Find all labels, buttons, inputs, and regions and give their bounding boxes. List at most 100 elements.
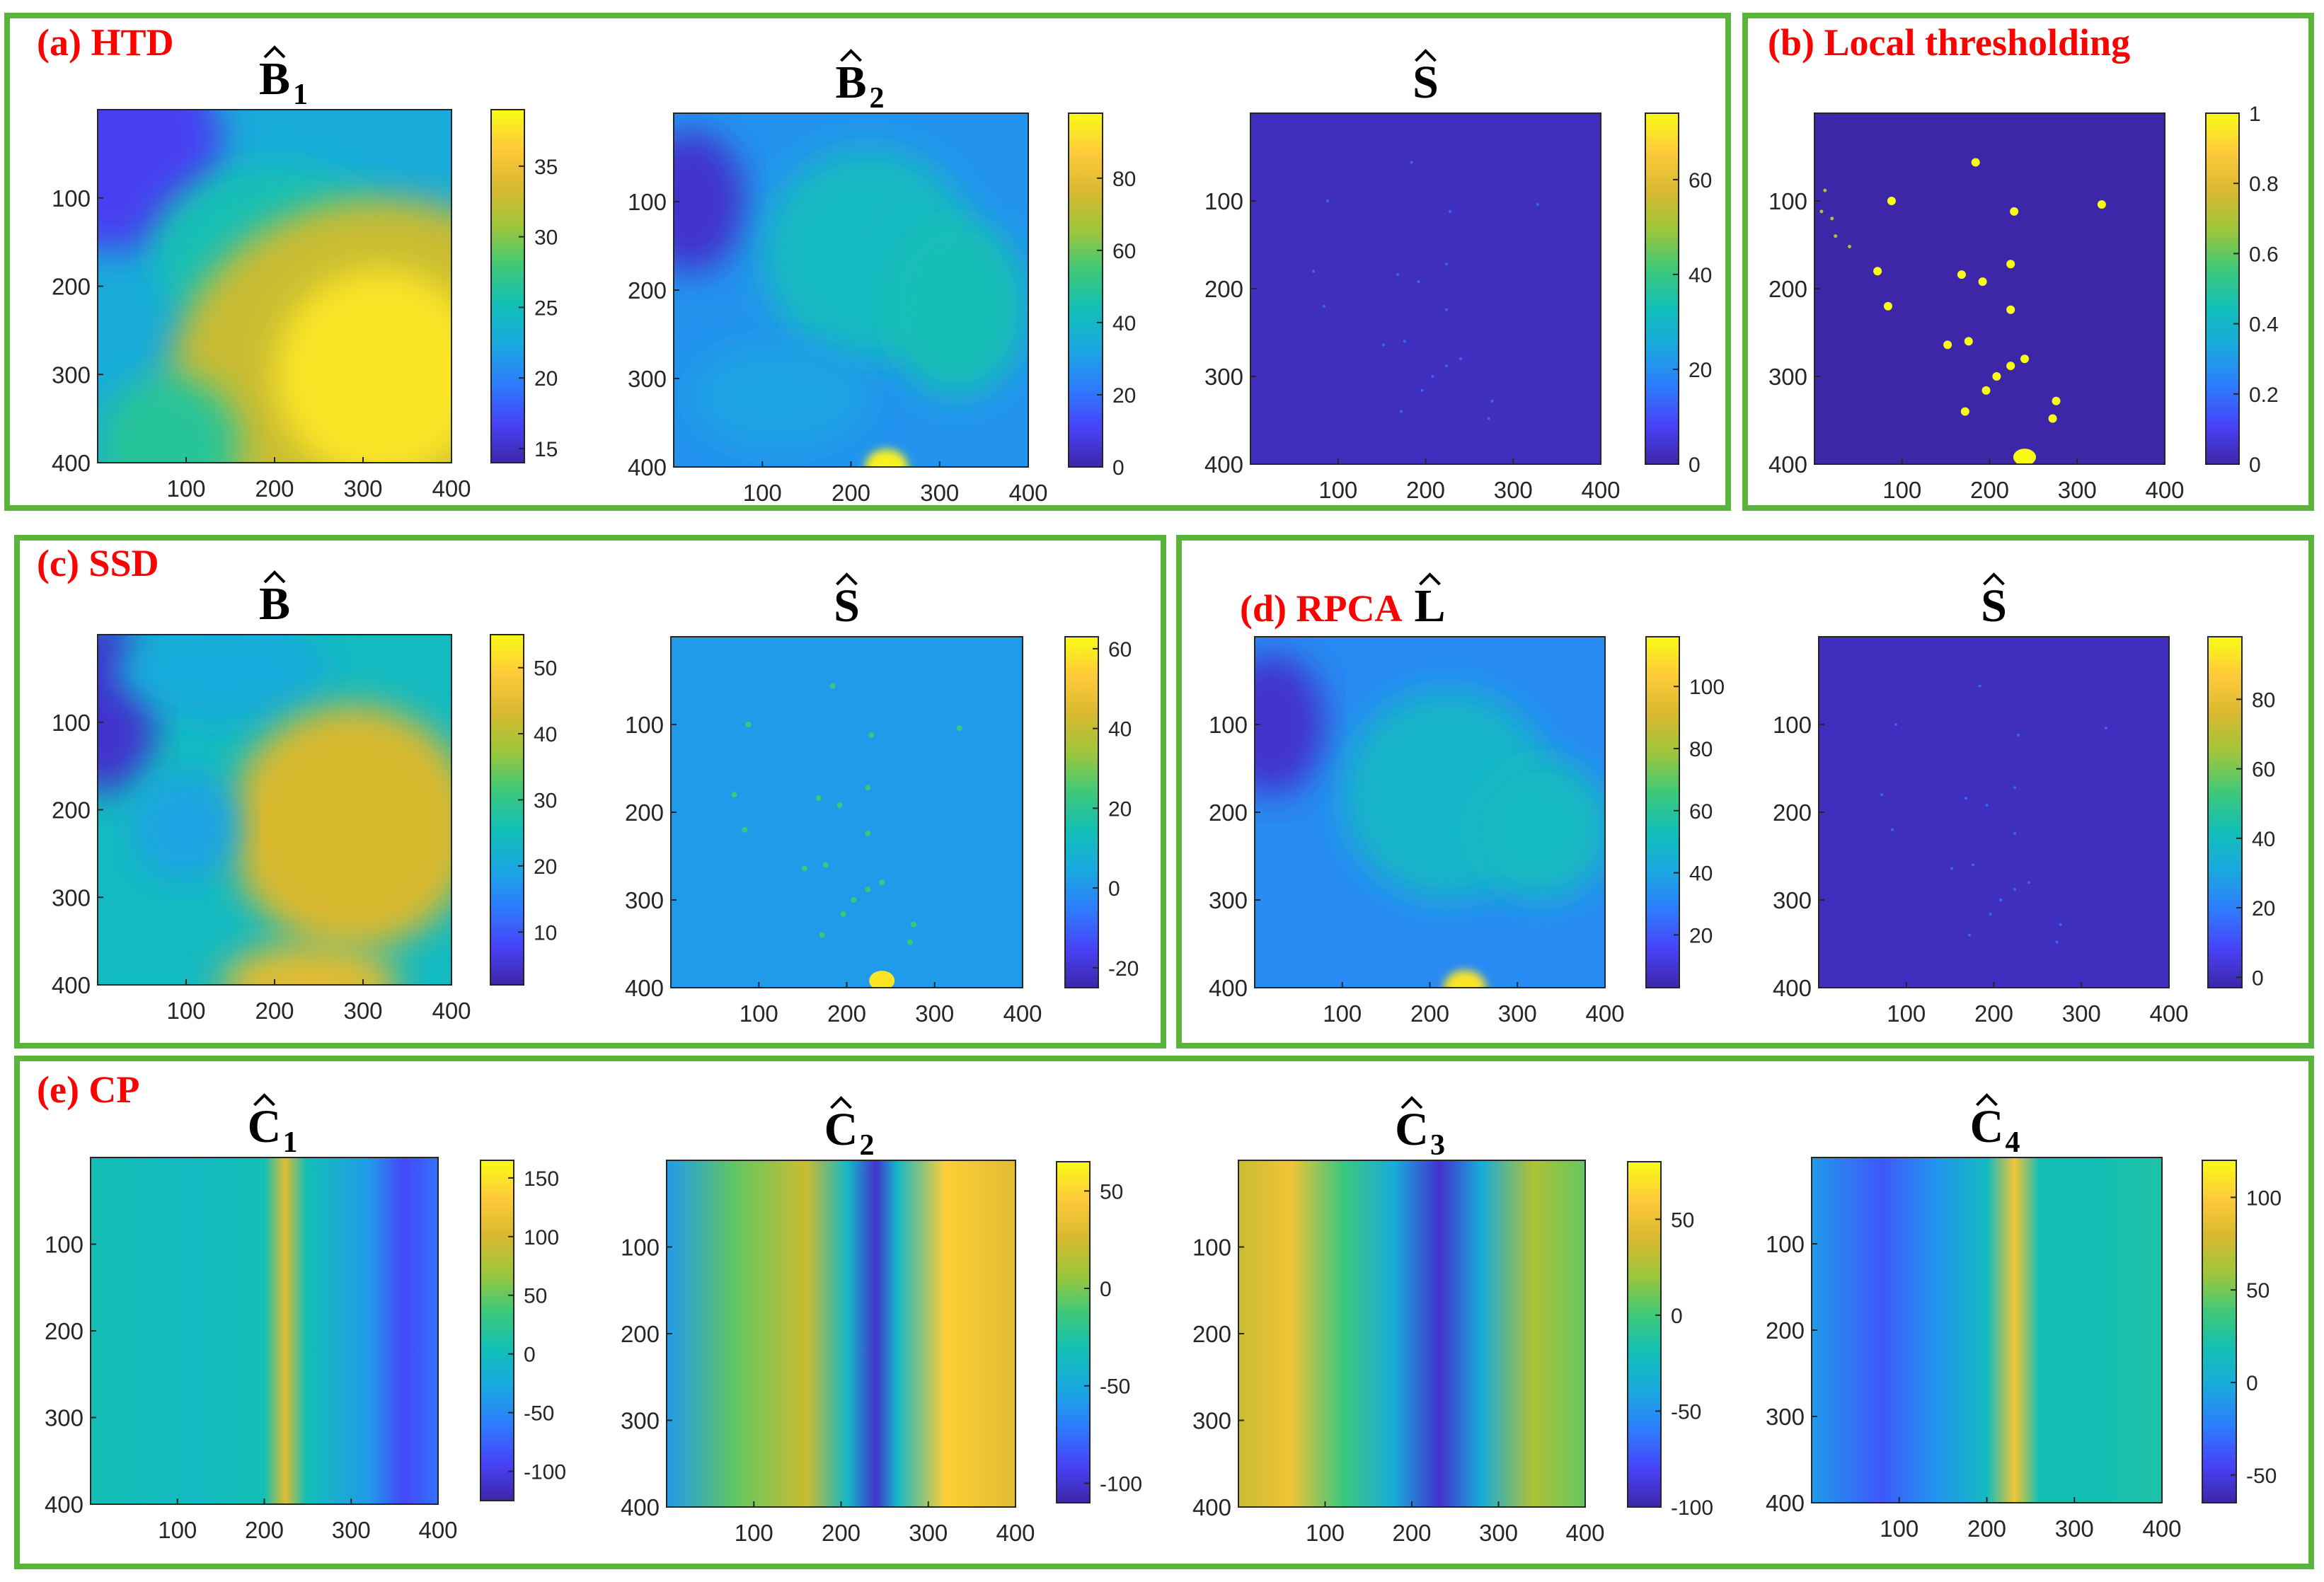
y-tick-label: 200 bbox=[52, 274, 91, 300]
colorbar-tick-label: 150 bbox=[524, 1167, 559, 1191]
sparse-point bbox=[2006, 305, 2015, 314]
colorbar-tick-label: -20 bbox=[1108, 957, 1139, 981]
noise-point bbox=[1830, 216, 1834, 221]
group-label-ssd: (c) SSD bbox=[37, 542, 159, 584]
colorbar-tick-label: -100 bbox=[1100, 1472, 1142, 1496]
sparse-point bbox=[829, 683, 836, 689]
sparse-point bbox=[2027, 881, 2030, 884]
y-tick-label: 400 bbox=[1209, 975, 1248, 1001]
colorbar-tick-label: 40 bbox=[1108, 718, 1132, 741]
panel-title: B bbox=[259, 570, 290, 630]
heatmap-cp-11: 100 200 300 400 100 200 300 400 C 4 100 50 0 -50 bbox=[1766, 1093, 2282, 1542]
y-tick-label: 100 bbox=[1209, 712, 1248, 738]
title-symbol: C bbox=[1970, 1101, 2004, 1153]
x-tick-label: 400 bbox=[996, 1520, 1035, 1546]
colorbar: 150 100 50 0 -50 -100 bbox=[480, 1160, 566, 1501]
colorbar-gradient bbox=[1056, 1161, 1091, 1503]
x-tick-label: 100 bbox=[166, 475, 205, 502]
y-tick-label: 100 bbox=[1204, 188, 1243, 214]
x-tick-label: 400 bbox=[418, 1517, 457, 1543]
colorbar-tick-label: -100 bbox=[524, 1461, 566, 1484]
y-tick-label: 300 bbox=[52, 362, 91, 388]
colorbar-tick-label: 0 bbox=[524, 1344, 536, 1367]
sparse-point bbox=[2052, 396, 2061, 405]
hat-accent bbox=[263, 45, 286, 59]
sparse-point bbox=[1999, 899, 2003, 901]
group-label-rpca: (d) RPCA bbox=[1240, 587, 1402, 630]
sparse-point bbox=[865, 830, 871, 836]
title-subscript: 4 bbox=[2006, 1126, 2020, 1159]
title-symbol: B bbox=[835, 57, 866, 108]
y-tick-label: 200 bbox=[625, 799, 664, 826]
hat-accent bbox=[1983, 572, 2005, 586]
colorbar-tick-label: 0 bbox=[2252, 966, 2264, 990]
x-tick-label: 100 bbox=[158, 1517, 197, 1543]
title-symbol: B bbox=[259, 53, 290, 105]
sparse-point bbox=[819, 932, 825, 938]
colorbar-tick-label: 100 bbox=[2246, 1186, 2282, 1210]
hat-accent bbox=[1419, 572, 1441, 586]
sparse-point bbox=[868, 732, 875, 738]
y-tick-label: 400 bbox=[52, 450, 91, 476]
colorbar-tick-label: 50 bbox=[524, 1285, 547, 1308]
colorbar-tick-label: 25 bbox=[534, 296, 558, 320]
title-symbol: C bbox=[248, 1101, 282, 1153]
sparse-point bbox=[1399, 410, 1403, 413]
sparse-point bbox=[1883, 301, 1892, 311]
sparse-point bbox=[840, 911, 846, 917]
heatmap-blob bbox=[229, 705, 451, 950]
sparse-point bbox=[815, 795, 822, 802]
title-symbol: L bbox=[1414, 580, 1445, 632]
sparse-point bbox=[1989, 912, 1992, 916]
colorbar-tick-label: -50 bbox=[2246, 1465, 2277, 1488]
panel-title: L bbox=[1414, 572, 1446, 632]
sparse-point bbox=[1396, 273, 1399, 277]
sparse-point bbox=[2013, 888, 2017, 891]
y-tick-label: 300 bbox=[52, 884, 91, 911]
colorbar-tick-label: 0.8 bbox=[2249, 173, 2279, 196]
sparse-point bbox=[1459, 357, 1462, 361]
sparse-point bbox=[1487, 417, 1490, 420]
x-tick-label: 100 bbox=[743, 480, 782, 506]
heatmap-field bbox=[1250, 113, 1601, 464]
sparse-point bbox=[1971, 863, 1974, 867]
y-tick-label: 100 bbox=[1773, 712, 1812, 738]
colorbar-tick-label: 15 bbox=[534, 438, 558, 461]
sparse-point bbox=[2020, 354, 2029, 364]
hot-spot bbox=[869, 971, 895, 988]
x-tick-label: 400 bbox=[1565, 1520, 1604, 1546]
colorbar-tick-label: 50 bbox=[1100, 1180, 1123, 1203]
colorbar-tick-label: 20 bbox=[1689, 359, 1712, 382]
sparse-point bbox=[2055, 940, 2059, 944]
colorbar-tick-label: 20 bbox=[534, 367, 558, 391]
title-subscript: 2 bbox=[870, 82, 885, 115]
x-tick-label: 100 bbox=[166, 998, 205, 1024]
sparse-point bbox=[1957, 270, 1966, 279]
heatmap-image bbox=[674, 113, 1028, 467]
colorbar: 50 40 30 20 10 bbox=[490, 634, 557, 986]
x-tick-label: 200 bbox=[1410, 1000, 1449, 1027]
noise-point bbox=[1848, 244, 1851, 248]
y-tick-label: 200 bbox=[1192, 1321, 1231, 1347]
colorbar-tick-label: 1 bbox=[2249, 103, 2261, 126]
heatmap-image bbox=[1255, 637, 1605, 988]
sparse-point bbox=[1312, 270, 1316, 273]
title-subscript: 1 bbox=[283, 1126, 298, 1159]
x-tick-label: 300 bbox=[1479, 1520, 1518, 1546]
colorbar-tick-label: 0 bbox=[1108, 877, 1120, 901]
sparse-point bbox=[836, 802, 843, 809]
colorbar-tick-label: 60 bbox=[1689, 169, 1712, 192]
colorbar-tick-label: 50 bbox=[1671, 1208, 1694, 1232]
colorbar-gradient bbox=[2205, 112, 2240, 465]
heatmap-image bbox=[91, 1157, 438, 1504]
x-tick-label: 300 bbox=[909, 1520, 948, 1546]
colorbar-gradient bbox=[1064, 636, 1099, 988]
colorbar-gradient bbox=[1645, 112, 1679, 465]
colorbar-tick-label: 60 bbox=[2252, 758, 2275, 782]
sparse-point bbox=[2006, 260, 2015, 269]
